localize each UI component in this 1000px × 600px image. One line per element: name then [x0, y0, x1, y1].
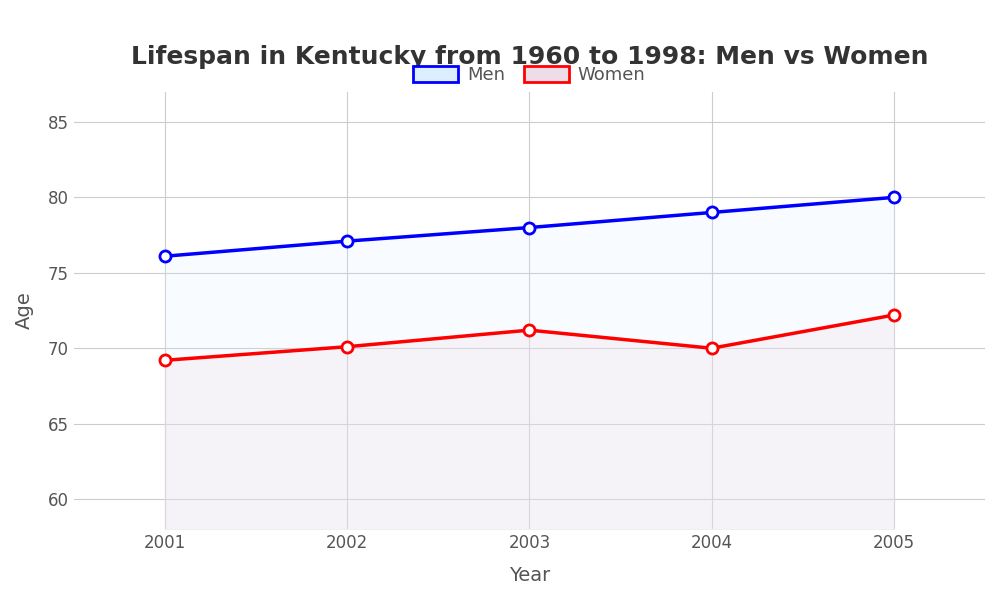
X-axis label: Year: Year	[509, 566, 550, 585]
Title: Lifespan in Kentucky from 1960 to 1998: Men vs Women: Lifespan in Kentucky from 1960 to 1998: …	[131, 45, 928, 69]
Legend: Men, Women: Men, Women	[404, 57, 654, 94]
Y-axis label: Age: Age	[15, 292, 34, 329]
